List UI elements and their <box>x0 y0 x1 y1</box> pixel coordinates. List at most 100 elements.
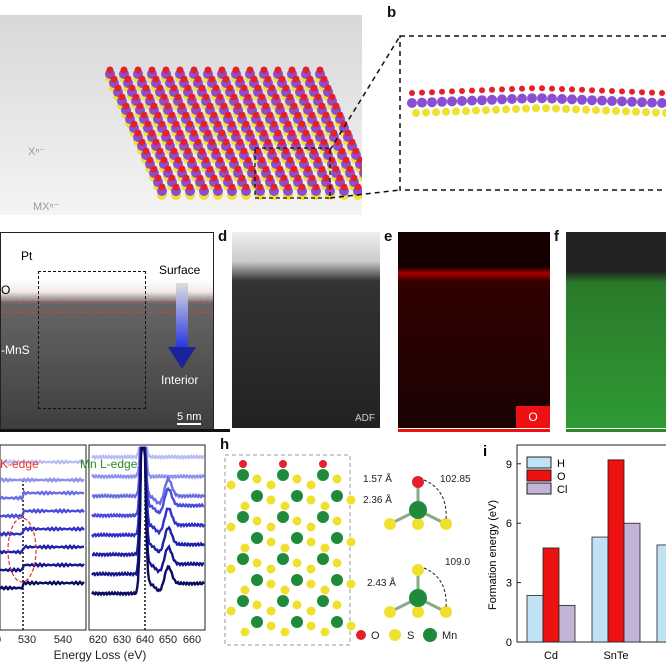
s-atom <box>384 606 396 618</box>
tick: 540 <box>54 634 72 646</box>
s-atom <box>280 543 290 553</box>
o-k-edge-spectrum <box>0 579 85 592</box>
gradient-arrow <box>176 283 188 349</box>
s-atom <box>266 480 276 490</box>
s-atom <box>306 522 316 532</box>
o-k-edge-spectrum <box>0 476 85 484</box>
bond-length-1: 1.57 Å <box>363 472 392 485</box>
tick: 0 <box>0 634 1 646</box>
panel-g-eels: K-edge Mn L-edge 0 530 540 620 630 640 6… <box>0 444 206 662</box>
bar-H-Cd <box>526 595 544 643</box>
mn-atom <box>237 469 249 481</box>
mn-atom <box>331 616 343 628</box>
mn-atom <box>331 532 343 544</box>
s-atom <box>346 537 356 547</box>
s-atom <box>266 621 276 631</box>
panel-f-label: f <box>554 228 559 245</box>
s-atom <box>306 537 316 547</box>
mn-atom <box>277 511 289 523</box>
s-atom <box>332 558 342 568</box>
mn-atom <box>317 469 329 481</box>
arrow-head <box>168 347 196 369</box>
mn-atom <box>277 595 289 607</box>
legend-label: H <box>557 458 565 470</box>
panel-b-label: b <box>387 4 397 21</box>
bond-length-3: 2.43 Å <box>367 576 396 589</box>
label-mx: MXⁿ⁻ <box>33 201 60 213</box>
legend-swatch-O <box>526 469 552 482</box>
s-atom <box>252 516 262 526</box>
x-tick-label: SnTe <box>603 650 628 662</box>
panel-e-label: e <box>384 228 393 245</box>
mn-atom <box>251 616 263 628</box>
s-atom <box>440 518 452 530</box>
label-x: Xⁿ⁻ <box>28 146 45 158</box>
s-atom <box>240 627 250 637</box>
pt-label: Pt <box>21 249 33 263</box>
oxygen-map: O <box>398 232 550 428</box>
s-atom <box>226 480 236 490</box>
s-atom <box>306 606 316 616</box>
zoom-box <box>254 147 331 199</box>
tick: 650 <box>159 634 177 646</box>
surface-label: Surface <box>159 263 201 277</box>
s-atom <box>226 564 236 574</box>
s-atom <box>226 606 236 616</box>
s-atom <box>292 558 302 568</box>
y-tick-label: 0 <box>506 637 512 649</box>
o-k-edge-spectrum <box>0 543 85 555</box>
panel-c-image: Pt O -MnS Surface Interior 5 nm <box>0 232 214 430</box>
side-view-lattice <box>407 85 666 117</box>
mn-atom <box>291 490 303 502</box>
s-atom <box>332 516 342 526</box>
mn-atom <box>409 501 427 519</box>
oxygen-tag: O <box>516 406 550 428</box>
legend-label: O <box>557 471 566 483</box>
panel-h-label: h <box>220 436 230 453</box>
bar-H-SnTe <box>591 536 609 643</box>
legend-label: Cl <box>557 484 567 496</box>
mn-atom <box>409 589 427 607</box>
s-atom <box>306 621 316 631</box>
bond-length-2: 2.36 Å <box>363 493 392 506</box>
s-atom <box>412 564 424 576</box>
adf-map: ADF <box>232 232 380 428</box>
mn-map <box>566 232 666 428</box>
mn-edge-title: Mn L-edge <box>80 457 138 471</box>
o-atom <box>319 460 327 468</box>
s-atom <box>346 579 356 589</box>
o-edge-title: K-edge <box>0 457 39 471</box>
o-k-edge-spectrum <box>0 525 85 538</box>
s-atom <box>292 516 302 526</box>
mn-l-edge-spectrum <box>90 446 205 597</box>
interior-label: Interior <box>161 373 199 387</box>
s-atom <box>412 518 424 530</box>
s-atom <box>440 606 452 618</box>
mn-atom <box>251 532 263 544</box>
mn-atom <box>237 511 249 523</box>
o-k-edge-spectrum <box>0 458 85 466</box>
s-atom <box>384 518 396 530</box>
o-k-edge-spectrum <box>0 507 85 520</box>
bar-O-Cd <box>542 547 560 643</box>
legend-s: S <box>407 630 414 642</box>
s-atom <box>292 600 302 610</box>
mn-atom <box>237 595 249 607</box>
mn-atom <box>237 553 249 565</box>
s-atom <box>252 474 262 484</box>
o-label: O <box>1 283 11 297</box>
bar-Cl-Cd <box>558 604 576 643</box>
legend-swatch-H <box>526 456 552 469</box>
s-atom <box>240 585 250 595</box>
y-tick-label: 9 <box>506 459 512 471</box>
s-atom <box>412 606 424 618</box>
o-atom <box>279 460 287 468</box>
mn-l-edge-spectrum <box>91 446 206 480</box>
mn-atom <box>291 532 303 544</box>
scale-bar: 5 nm <box>177 411 202 425</box>
mn-atom <box>331 490 343 502</box>
legend-mn: Mn <box>442 630 457 642</box>
bar-O-SnTe <box>607 459 625 643</box>
s-atom <box>306 579 316 589</box>
